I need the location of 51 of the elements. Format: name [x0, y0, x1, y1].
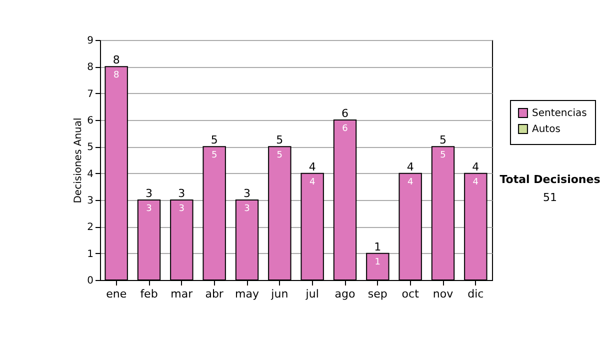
y-tick-label: 4 [87, 168, 94, 180]
data-label: 6 [342, 124, 348, 134]
y-tick-label: 5 [87, 142, 94, 154]
x-tick-label: may [235, 288, 260, 300]
total-label: 4 [406, 160, 414, 174]
y-tick-label: 2 [87, 222, 94, 234]
data-label: 3 [244, 204, 250, 214]
data-label: 3 [178, 204, 185, 214]
total-label: 6 [342, 107, 348, 120]
data-label: 3 [146, 204, 152, 214]
x-tick-label: ene [106, 288, 127, 300]
x-tick-label: jul [304, 288, 319, 300]
total-label: 5 [276, 134, 284, 147]
x-tick-label: feb [140, 288, 158, 300]
legend-label: Sentencias [532, 108, 587, 119]
data-label: 4 [472, 177, 479, 188]
data-label: 4 [309, 177, 316, 188]
total-label: 4 [472, 160, 480, 174]
y-tick-label: 7 [87, 88, 94, 100]
total-label: 3 [244, 187, 250, 200]
text: 51 [543, 191, 557, 204]
x-tick-label: ago [334, 288, 356, 300]
y-axis-title: Decisiones Anual [73, 118, 84, 204]
y-tick-label: 0 [87, 276, 94, 286]
total-label: 4 [308, 160, 316, 174]
total-label: 1 [374, 240, 382, 254]
y-tick-label: 9 [87, 36, 94, 46]
data-label: 5 [440, 150, 446, 161]
data-label: 5 [276, 150, 283, 161]
y-tick-label: 1 [87, 248, 94, 260]
total-label: 3 [146, 187, 152, 200]
text: Total Decisiones [500, 173, 600, 186]
total-label: 3 [178, 187, 186, 200]
x-tick-label: dic [468, 288, 484, 300]
total-label: 5 [210, 134, 218, 147]
data-label: 1 [374, 257, 381, 268]
x-tick-label: sep [368, 288, 388, 300]
x-tick-label: oct [402, 288, 420, 300]
x-tick-label: mar [170, 288, 194, 300]
x-tick-label: abr [205, 288, 224, 300]
legend-label: Autos [532, 124, 560, 135]
x-tick-label: jun [270, 288, 288, 300]
total-label: 5 [440, 134, 446, 147]
y-tick-label: 8 [87, 62, 94, 74]
data-label: 8 [113, 70, 120, 81]
data-label: 5 [211, 150, 218, 161]
x-tick-label: nov [432, 288, 454, 300]
y-tick-label: 6 [87, 116, 94, 126]
total-label: 8 [112, 54, 120, 67]
data-label: 4 [407, 177, 414, 188]
y-tick-label: 3 [87, 196, 94, 206]
